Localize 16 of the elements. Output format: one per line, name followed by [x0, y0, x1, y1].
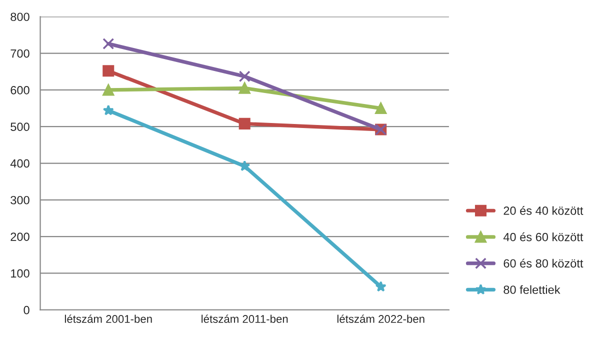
legend-label: 40 és 60 között [503, 232, 584, 242]
x-tick-label: létszám 2001-ben [64, 314, 152, 323]
y-tick-label: 100 [11, 269, 30, 278]
legend-label: 20 és 40 között [504, 206, 584, 215]
y-tick-label: 200 [10, 232, 30, 241]
y-tick-label: 0 [24, 306, 30, 314]
y-tick-label: 300 [10, 196, 30, 204]
legend-label: 60 és 80 között [504, 258, 584, 268]
x-tick-label: létszám 2022-ben [337, 314, 424, 323]
legend-label: 80 felettiek [504, 285, 560, 294]
y-tick-label: 600 [10, 86, 30, 94]
y-tick-label: 800 [10, 12, 30, 22]
y-tick-label: 500 [10, 122, 30, 132]
y-tick-label: 700 [10, 49, 30, 58]
y-tick-label: 400 [10, 159, 30, 168]
x-tick-label: létszám 2011-ben [202, 314, 288, 323]
